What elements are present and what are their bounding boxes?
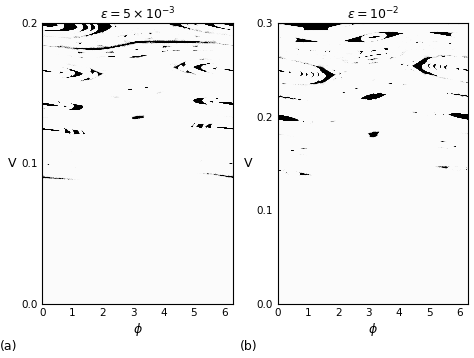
X-axis label: $\phi$: $\phi$ [368,321,378,338]
Y-axis label: V: V [9,157,17,170]
Text: (b): (b) [240,340,257,353]
Y-axis label: V: V [244,157,253,170]
X-axis label: $\phi$: $\phi$ [133,321,143,338]
Title: $\varepsilon = 5 \times 10^{-3}$: $\varepsilon = 5 \times 10^{-3}$ [100,6,175,22]
Text: (a): (a) [0,340,18,353]
Title: $\varepsilon = 10^{-2}$: $\varepsilon = 10^{-2}$ [347,6,399,22]
